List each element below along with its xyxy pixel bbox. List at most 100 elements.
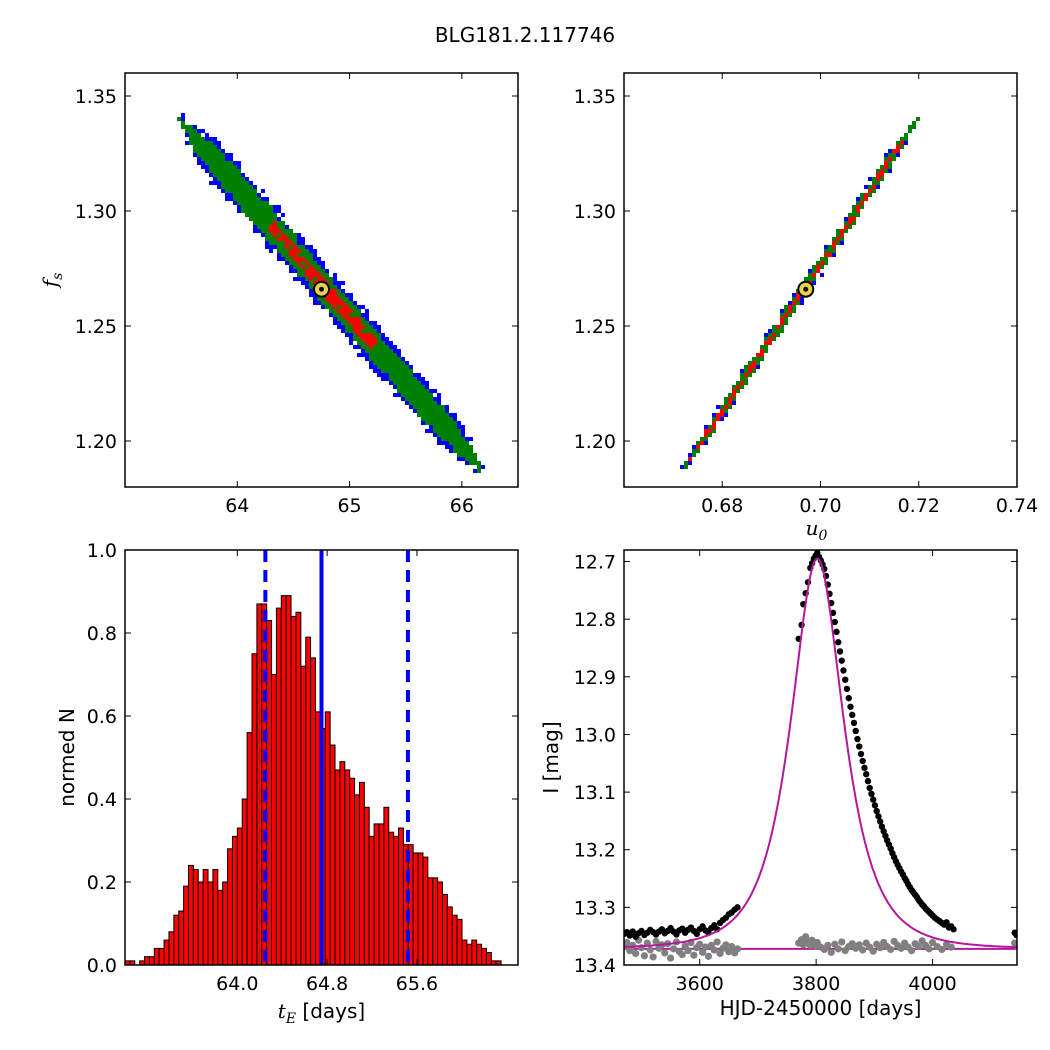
observed-point xyxy=(833,628,840,636)
heatmap-cell xyxy=(337,285,341,289)
heatmap-cell xyxy=(253,213,257,217)
heatmap-cell xyxy=(469,449,473,453)
heatmap-cell xyxy=(205,133,209,137)
heatmap-cell xyxy=(433,421,437,425)
heatmap-cell xyxy=(784,309,788,313)
heatmap-cell xyxy=(329,313,333,317)
heatmap-cell xyxy=(405,389,409,393)
heatmap-cell xyxy=(237,169,241,173)
heatmap-cell xyxy=(429,405,433,409)
x-tick-label: 66 xyxy=(450,495,474,517)
histogram-bar xyxy=(481,947,487,966)
heatmap-cell xyxy=(197,157,201,161)
heatmap-cell xyxy=(704,429,708,433)
heatmap-cell xyxy=(297,233,301,237)
heatmap-cell xyxy=(429,425,433,429)
heatmap-cell xyxy=(457,429,461,433)
heatmap-cell xyxy=(209,141,213,145)
residual-point xyxy=(915,942,923,951)
heatmap-cell xyxy=(425,413,429,417)
histogram-bar xyxy=(285,595,292,966)
histogram-bar xyxy=(222,881,229,966)
heatmap-cell xyxy=(856,201,860,205)
heatmap-cell xyxy=(860,205,864,209)
heatmap-cell xyxy=(369,353,373,357)
heatmap-cell xyxy=(209,169,213,173)
y-tick-label: 1.25 xyxy=(574,316,616,338)
heatmap-cell xyxy=(401,397,405,401)
heatmap-cell xyxy=(317,257,321,261)
heatmap-cell xyxy=(708,425,712,429)
heatmap-cell xyxy=(888,157,892,161)
heatmap-cell xyxy=(273,233,277,237)
heatmap-cell xyxy=(417,409,421,413)
heatmap-cell xyxy=(313,253,317,257)
heatmap-cell xyxy=(461,425,465,429)
histogram-bar xyxy=(246,732,253,966)
heatmap-cell xyxy=(273,217,277,221)
heatmap-cell xyxy=(233,189,237,193)
histogram-bar xyxy=(212,869,219,966)
heatmap-cell xyxy=(257,229,261,233)
heatmap-cell xyxy=(321,301,325,305)
heatmap-cell xyxy=(369,345,373,349)
heatmap-cell xyxy=(265,233,269,237)
heatmap-cell xyxy=(329,305,333,309)
heatmap-cell xyxy=(313,301,317,305)
heatmap-cell xyxy=(437,421,441,425)
heatmap-cell xyxy=(720,409,724,413)
heatmap-cell xyxy=(393,357,397,361)
heatmap-cell xyxy=(369,325,373,329)
heatmap-cell xyxy=(397,361,401,365)
heatmap-cell xyxy=(273,229,277,233)
heatmap-cell xyxy=(237,205,241,209)
histogram-bar xyxy=(197,881,204,966)
heatmap-cell xyxy=(329,309,333,313)
heatmap-cell xyxy=(417,401,421,405)
heatmap-cell xyxy=(425,405,429,409)
heatmap-cell xyxy=(281,237,285,241)
heatmap-cell xyxy=(353,321,357,325)
heatmap-cell xyxy=(345,309,349,313)
heatmap-cell xyxy=(405,373,409,377)
heatmap-cell xyxy=(249,213,253,217)
heatmap-cell xyxy=(852,209,856,213)
heatmap-cell xyxy=(361,333,365,337)
heatmap-cell xyxy=(840,229,844,233)
heatmap-cell xyxy=(457,441,461,445)
heatmap-cell xyxy=(441,421,445,425)
heatmap-cell xyxy=(724,409,728,413)
heatmap-cell xyxy=(473,461,477,465)
heatmap-cell xyxy=(289,253,293,257)
heatmap-cell xyxy=(329,285,333,289)
residual-point xyxy=(876,944,884,952)
heatmap-cell xyxy=(409,369,413,373)
heatmap-cell xyxy=(724,413,728,417)
heatmap-cell xyxy=(840,233,844,237)
heatmap-cell xyxy=(333,313,337,317)
heatmap-cell xyxy=(241,201,245,205)
heatmap-cell xyxy=(313,257,317,261)
heatmap-cell xyxy=(309,249,313,253)
heatmap-cell xyxy=(285,261,289,265)
residual-point xyxy=(928,938,937,947)
y-axis-label: fs xyxy=(38,273,66,290)
heatmap-cell xyxy=(876,169,880,173)
heatmap-cell xyxy=(385,349,389,353)
heatmap-cell xyxy=(449,445,453,449)
heatmap-cell xyxy=(229,185,233,189)
heatmap-cell xyxy=(369,341,373,345)
heatmap-cell xyxy=(449,413,453,417)
y-tick-label: 0.8 xyxy=(87,623,117,645)
heatmap-cell xyxy=(413,381,417,385)
heatmap-cell xyxy=(876,173,880,177)
heatmap-cell xyxy=(233,181,237,185)
heatmap-cell xyxy=(289,245,293,249)
heatmap-cell xyxy=(808,277,812,281)
histogram-bar xyxy=(388,831,395,966)
heatmap-cells xyxy=(177,113,485,473)
heatmap-cell xyxy=(365,357,369,361)
heatmap-cell xyxy=(189,141,193,145)
histogram-bar xyxy=(378,823,385,966)
heatmap-cell xyxy=(389,341,393,345)
